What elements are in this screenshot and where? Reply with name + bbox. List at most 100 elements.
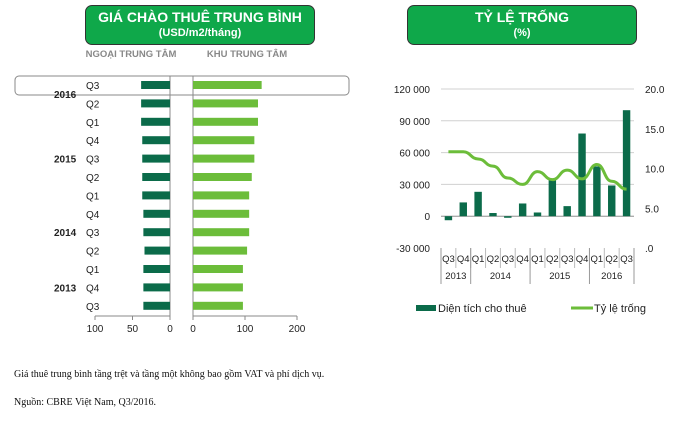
left-axis-tick-label: 0 bbox=[424, 212, 430, 223]
outer-tick-label: 50 bbox=[127, 324, 139, 335]
central-bar bbox=[193, 228, 250, 237]
year-label: 2015 bbox=[54, 155, 77, 166]
central-bar bbox=[193, 191, 250, 200]
central-series-header: KHU TRUNG TÂM bbox=[207, 48, 287, 60]
leased-area-bar bbox=[518, 203, 527, 217]
outer-bar bbox=[143, 283, 170, 292]
quarter-label: Q3 bbox=[86, 155, 100, 166]
outer-bar bbox=[141, 117, 170, 126]
year-group-label: 2015 bbox=[549, 271, 570, 282]
left-axis-tick-label: -30 000 bbox=[396, 244, 430, 255]
legend-line-label: Tỷ lệ trống bbox=[594, 303, 646, 315]
outer-tick-label: 0 bbox=[167, 324, 173, 335]
central-bar bbox=[193, 246, 248, 255]
right-chart-title-box: TỶ LỆ TRỐNG (%) bbox=[407, 5, 637, 45]
footnote-source: Nguồn: CBRE Việt Nam, Q3/2016. bbox=[14, 397, 156, 408]
quarter-label: Q2 bbox=[86, 173, 100, 184]
central-bar bbox=[193, 209, 250, 218]
right-axis-tick-label: 10.0 bbox=[645, 165, 665, 176]
central-bar bbox=[193, 265, 243, 273]
quarter-label: Q4 bbox=[86, 283, 100, 294]
year-label: 2016 bbox=[54, 90, 77, 101]
leased-area-bar bbox=[444, 216, 453, 221]
outer-bar bbox=[142, 136, 170, 145]
quarter-label: Q1 bbox=[86, 118, 100, 129]
outer-bar bbox=[143, 228, 170, 237]
outer-bar bbox=[142, 191, 170, 200]
leased-area-bar bbox=[459, 202, 467, 217]
outer-bar bbox=[144, 246, 170, 255]
quarter-label: Q3 bbox=[620, 254, 633, 265]
left-axis-tick-label: 60 000 bbox=[399, 149, 430, 160]
left-chart-title: GIÁ CHÀO THUÊ TRUNG BÌNH bbox=[98, 9, 302, 25]
central-tick-label: 200 bbox=[289, 324, 306, 335]
year-label: 2014 bbox=[54, 228, 77, 239]
central-bar bbox=[193, 283, 243, 292]
left-chart-subtitle: (USD/m2/tháng) bbox=[158, 27, 242, 39]
right-axis-tick-label: 20.0 bbox=[645, 85, 665, 96]
quarter-label: Q3 bbox=[561, 254, 574, 265]
quarter-label: Q2 bbox=[487, 254, 500, 265]
leased-area-bar bbox=[548, 179, 557, 217]
legend-bar-label: Diện tích cho thuê bbox=[438, 303, 527, 315]
quarter-label: Q2 bbox=[605, 254, 618, 265]
central-tick-label: 100 bbox=[237, 324, 254, 335]
legend-bar-swatch bbox=[416, 305, 436, 311]
quarter-label: Q3 bbox=[86, 81, 100, 92]
leased-area-bar bbox=[622, 110, 631, 217]
year-label: 2013 bbox=[54, 283, 77, 294]
quarter-label: Q1 bbox=[86, 265, 100, 276]
left-axis-tick-label: 90 000 bbox=[399, 117, 430, 128]
highlight-row-frame bbox=[14, 75, 350, 96]
outer-bar bbox=[143, 265, 170, 273]
quarter-label: Q2 bbox=[546, 254, 559, 265]
quarter-label: Q2 bbox=[86, 99, 100, 110]
leased-area-bar bbox=[563, 206, 571, 217]
footnote-vat: Giá thuê trung bình tầng trệt và tầng mộ… bbox=[14, 369, 325, 380]
year-group-label: 2016 bbox=[601, 271, 622, 282]
outer-bar bbox=[143, 209, 170, 218]
right-axis-tick-label: 5.0 bbox=[645, 204, 659, 215]
quarter-label: Q3 bbox=[501, 254, 514, 265]
quarter-label: Q3 bbox=[86, 228, 100, 239]
quarter-label: Q2 bbox=[86, 247, 100, 258]
quarter-label: Q1 bbox=[531, 254, 544, 265]
outer-bar bbox=[142, 173, 170, 181]
left-chart-title-box: GIÁ CHÀO THUÊ TRUNG BÌNH (USD/m2/tháng) bbox=[85, 5, 315, 45]
right-axis-tick-label: .0 bbox=[645, 244, 654, 255]
central-bar bbox=[193, 301, 243, 310]
outer-bar bbox=[143, 301, 170, 310]
central-bar bbox=[193, 81, 262, 89]
year-group-label: 2013 bbox=[445, 271, 466, 282]
central-bar bbox=[193, 99, 258, 108]
right-chart-title: TỶ LỆ TRỐNG bbox=[474, 9, 570, 25]
leased-area-bar bbox=[608, 185, 616, 217]
central-bar bbox=[193, 173, 252, 181]
leased-area-bar bbox=[489, 213, 497, 217]
left-axis-tick-label: 30 000 bbox=[399, 180, 430, 191]
central-bar bbox=[193, 154, 255, 163]
leased-area-bar bbox=[504, 216, 512, 218]
right-chart-subtitle: (%) bbox=[513, 27, 531, 39]
outer-tick-label: 100 bbox=[87, 324, 104, 335]
outer-series-header: NGOẠI TRUNG TÂM bbox=[86, 48, 177, 60]
right-axis-tick-label: 15.0 bbox=[645, 125, 665, 136]
quarter-label: Q4 bbox=[457, 254, 470, 265]
quarter-label: Q1 bbox=[86, 191, 100, 202]
quarter-label: Q4 bbox=[86, 136, 100, 147]
outer-bar bbox=[141, 81, 170, 89]
leased-area-bar bbox=[593, 166, 601, 217]
central-bar bbox=[193, 117, 258, 126]
quarter-label: Q1 bbox=[591, 254, 604, 265]
leased-area-bar bbox=[533, 212, 542, 217]
quarter-label: Q4 bbox=[86, 210, 100, 221]
outer-bar bbox=[141, 99, 170, 108]
quarter-label: Q4 bbox=[516, 254, 529, 265]
charts-canvas: NGOẠI TRUNG TÂM KHU TRUNG TÂMQ3Q2Q1Q4Q3Q2… bbox=[14, 48, 665, 335]
quarter-label: Q1 bbox=[472, 254, 485, 265]
quarter-label: Q3 bbox=[442, 254, 455, 265]
quarter-label: Q4 bbox=[576, 254, 589, 265]
leased-area-bar bbox=[578, 133, 586, 217]
left-axis-tick-label: 120 000 bbox=[394, 85, 431, 96]
central-tick-label: 0 bbox=[190, 324, 196, 335]
